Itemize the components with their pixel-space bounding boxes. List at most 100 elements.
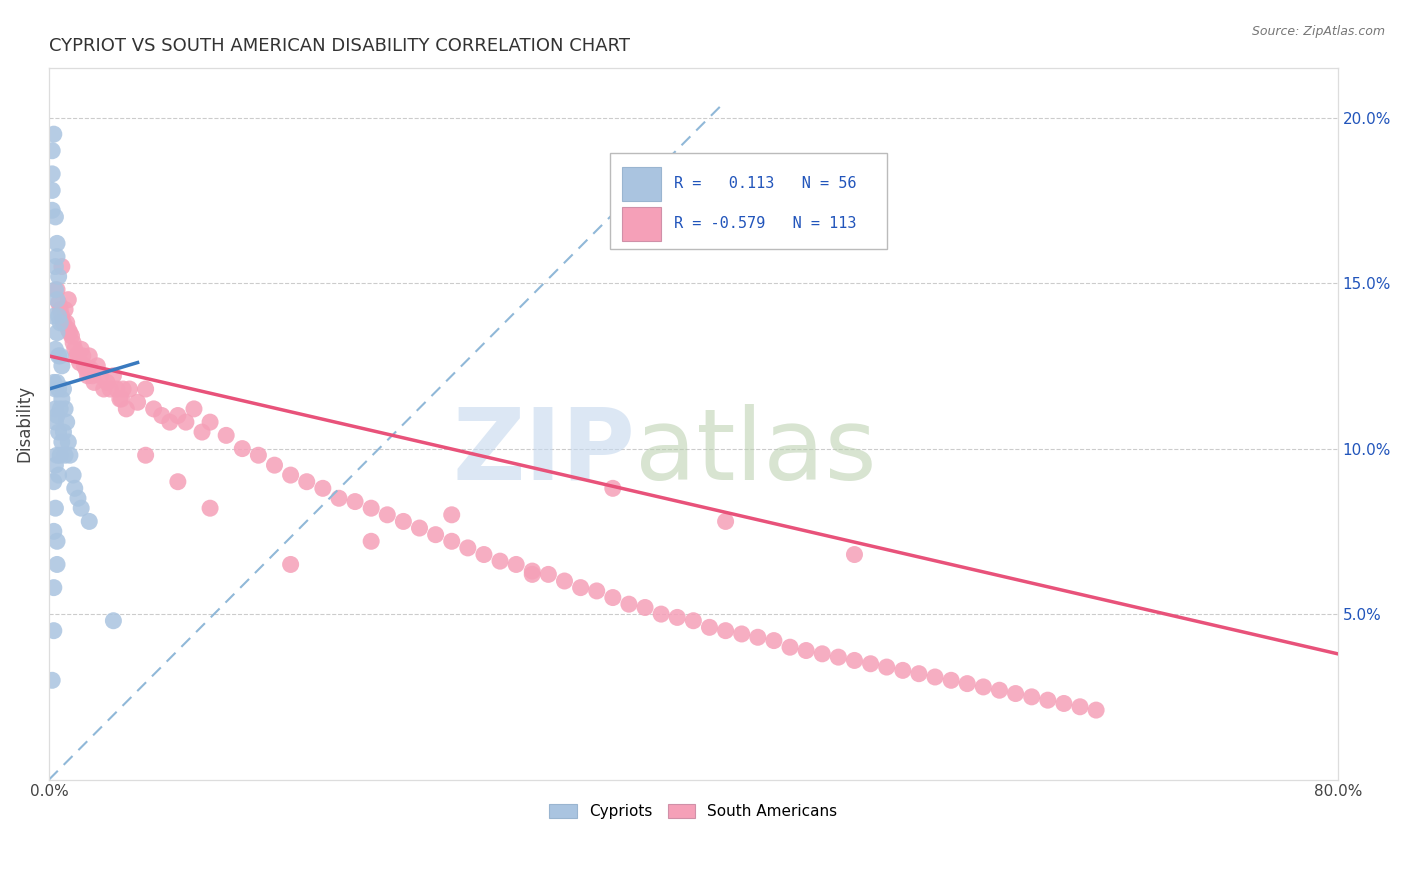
Point	[51, 359, 73, 373]
Point	[63, 481, 86, 495]
Point	[62, 335, 84, 350]
Point	[110, 392, 132, 406]
Point	[98, 382, 121, 396]
Point	[118, 382, 141, 396]
Point	[142, 401, 165, 416]
Point	[876, 660, 898, 674]
Point	[602, 481, 624, 495]
Point	[73, 359, 96, 373]
Text: R =   0.113   N = 56: R = 0.113 N = 56	[673, 177, 856, 192]
Point	[44, 343, 66, 357]
Point	[956, 676, 979, 690]
Point	[537, 567, 560, 582]
Point	[46, 326, 69, 340]
Point	[48, 425, 70, 439]
Point	[42, 309, 65, 323]
Point	[58, 293, 80, 307]
Point	[66, 349, 89, 363]
Text: R = -0.579   N = 113: R = -0.579 N = 113	[673, 217, 856, 231]
Text: ZIP: ZIP	[453, 404, 636, 500]
Point	[46, 293, 69, 307]
Point	[522, 564, 544, 578]
Point	[103, 368, 125, 383]
Point	[682, 614, 704, 628]
Point	[457, 541, 479, 555]
Point	[49, 349, 72, 363]
Point	[440, 508, 463, 522]
Point	[617, 597, 640, 611]
Point	[1085, 703, 1108, 717]
Point	[70, 501, 93, 516]
Point	[425, 527, 447, 541]
Point	[86, 359, 108, 373]
Point	[794, 643, 817, 657]
Point	[58, 322, 80, 336]
Point	[49, 316, 72, 330]
Point	[472, 548, 495, 562]
Point	[44, 415, 66, 429]
Point	[375, 508, 398, 522]
Point	[72, 349, 94, 363]
Point	[48, 296, 70, 310]
Point	[42, 376, 65, 390]
Point	[198, 415, 221, 429]
Point	[51, 309, 73, 323]
Point	[48, 382, 70, 396]
Point	[59, 448, 82, 462]
Point	[44, 458, 66, 472]
Point	[731, 627, 754, 641]
Point	[42, 624, 65, 638]
Point	[972, 680, 994, 694]
Point	[908, 666, 931, 681]
Point	[699, 620, 721, 634]
Point	[522, 567, 544, 582]
Point	[103, 614, 125, 628]
Point	[55, 316, 77, 330]
Point	[51, 435, 73, 450]
Point	[41, 673, 63, 688]
Point	[159, 415, 181, 429]
Point	[263, 458, 285, 472]
Point	[280, 558, 302, 572]
Point	[48, 269, 70, 284]
Point	[48, 468, 70, 483]
Point	[811, 647, 834, 661]
Point	[569, 581, 592, 595]
Point	[46, 376, 69, 390]
Point	[247, 448, 270, 462]
Point	[392, 515, 415, 529]
Point	[46, 283, 69, 297]
Point	[70, 343, 93, 357]
Point	[42, 475, 65, 489]
Point	[41, 144, 63, 158]
Point	[505, 558, 527, 572]
Point	[62, 468, 84, 483]
Point	[747, 630, 769, 644]
Point	[93, 382, 115, 396]
FancyBboxPatch shape	[623, 207, 661, 241]
Point	[408, 521, 430, 535]
Point	[891, 664, 914, 678]
Point	[44, 260, 66, 274]
Legend: Cypriots, South Americans: Cypriots, South Americans	[543, 798, 844, 825]
Point	[666, 610, 689, 624]
Point	[76, 368, 98, 383]
Point	[41, 203, 63, 218]
Point	[59, 326, 82, 340]
Point	[44, 501, 66, 516]
Point	[174, 415, 197, 429]
Point	[191, 425, 214, 439]
Point	[714, 515, 737, 529]
Point	[52, 382, 75, 396]
Point	[53, 401, 76, 416]
Point	[127, 395, 149, 409]
Point	[83, 376, 105, 390]
Point	[44, 401, 66, 416]
Point	[42, 127, 65, 141]
Point	[344, 494, 367, 508]
Point	[46, 534, 69, 549]
Point	[77, 515, 100, 529]
Point	[46, 250, 69, 264]
FancyBboxPatch shape	[610, 153, 887, 250]
Point	[328, 491, 350, 506]
